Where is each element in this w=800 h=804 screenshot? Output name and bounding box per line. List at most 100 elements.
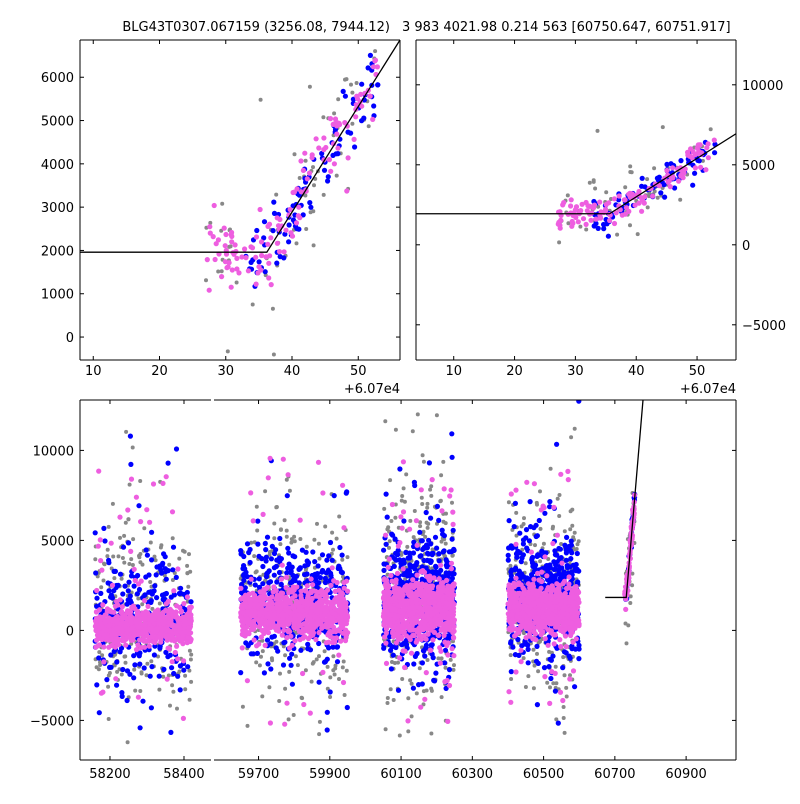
data-point (212, 203, 217, 208)
data-point (615, 233, 619, 237)
data-point (159, 543, 163, 547)
bottom-plot-panel-1-ytick-label: −5000 (30, 714, 74, 729)
data-point (338, 603, 343, 608)
data-point (242, 246, 247, 251)
data-point (317, 680, 322, 685)
data-point (666, 180, 671, 185)
data-point (252, 637, 257, 642)
data-point (597, 200, 602, 205)
data-point (174, 446, 179, 451)
data-point (414, 518, 419, 523)
data-point (305, 562, 310, 567)
data-point (416, 630, 421, 635)
data-point (452, 668, 456, 672)
data-point (279, 556, 284, 561)
data-point (188, 698, 192, 702)
data-point (286, 239, 291, 244)
data-point (451, 653, 456, 658)
data-point (94, 682, 99, 687)
data-point (259, 655, 263, 659)
data-point (289, 663, 294, 668)
data-point (297, 606, 302, 611)
data-point (157, 688, 161, 692)
data-point (236, 270, 241, 275)
data-point (125, 668, 130, 673)
data-point (576, 219, 581, 224)
top-right-title: 3 983 4021.98 0.214 563 [60750.647, 6075… (402, 20, 731, 35)
data-point (397, 655, 402, 660)
data-point (300, 630, 305, 635)
data-point (186, 585, 190, 589)
data-point (640, 176, 645, 181)
data-point (152, 588, 157, 593)
data-point (255, 651, 260, 656)
data-point (398, 734, 402, 738)
data-point (272, 522, 276, 526)
data-point (263, 643, 268, 648)
data-point (310, 155, 315, 160)
data-point (384, 492, 389, 497)
data-point (263, 541, 268, 546)
data-point (142, 526, 146, 530)
data-point (577, 210, 582, 215)
data-point (451, 547, 456, 552)
data-point (167, 563, 171, 567)
data-point (280, 633, 285, 638)
data-point (698, 165, 703, 170)
data-point (128, 483, 132, 487)
data-point (417, 530, 422, 535)
data-point (303, 588, 308, 593)
data-point (598, 216, 603, 221)
data-point (302, 612, 307, 617)
data-point (341, 525, 346, 530)
data-point (262, 670, 267, 675)
data-point (450, 455, 455, 460)
data-point (321, 115, 325, 119)
data-point (136, 612, 141, 617)
data-point (332, 493, 337, 498)
data-point (311, 621, 316, 626)
bottom-plot-panel-1-xtick-label: 58200 (89, 767, 130, 782)
data-point (331, 654, 335, 658)
data-point (628, 170, 632, 174)
data-point (592, 178, 596, 182)
data-point (330, 558, 335, 563)
data-point (443, 648, 448, 653)
data-point (207, 288, 212, 293)
data-point (440, 580, 445, 585)
data-point (111, 588, 116, 593)
data-point (435, 504, 440, 509)
data-point (410, 682, 414, 686)
data-point (304, 668, 308, 672)
data-point (294, 220, 299, 225)
data-point (612, 221, 617, 226)
data-point (211, 234, 216, 239)
data-point (285, 529, 289, 533)
data-point (434, 546, 439, 551)
data-point (166, 646, 171, 651)
data-point (326, 630, 331, 635)
top-right-x-offset: +6.07e4 (680, 382, 736, 397)
data-point (214, 241, 219, 246)
data-point (447, 571, 452, 576)
data-point (111, 555, 115, 559)
data-point (444, 666, 448, 670)
data-point (396, 661, 400, 665)
data-point (335, 146, 340, 151)
data-point (336, 97, 340, 101)
data-point (137, 662, 142, 667)
data-point (106, 548, 110, 552)
data-point (263, 489, 267, 493)
data-point (229, 239, 234, 244)
data-point (311, 165, 315, 169)
data-point (226, 349, 230, 353)
data-point (143, 574, 148, 579)
data-point (143, 627, 148, 632)
data-point (128, 612, 133, 617)
data-point (440, 695, 444, 699)
data-point (178, 586, 183, 591)
data-point (168, 704, 172, 708)
data-point (331, 122, 336, 127)
data-point (415, 691, 419, 695)
data-point (422, 545, 427, 550)
